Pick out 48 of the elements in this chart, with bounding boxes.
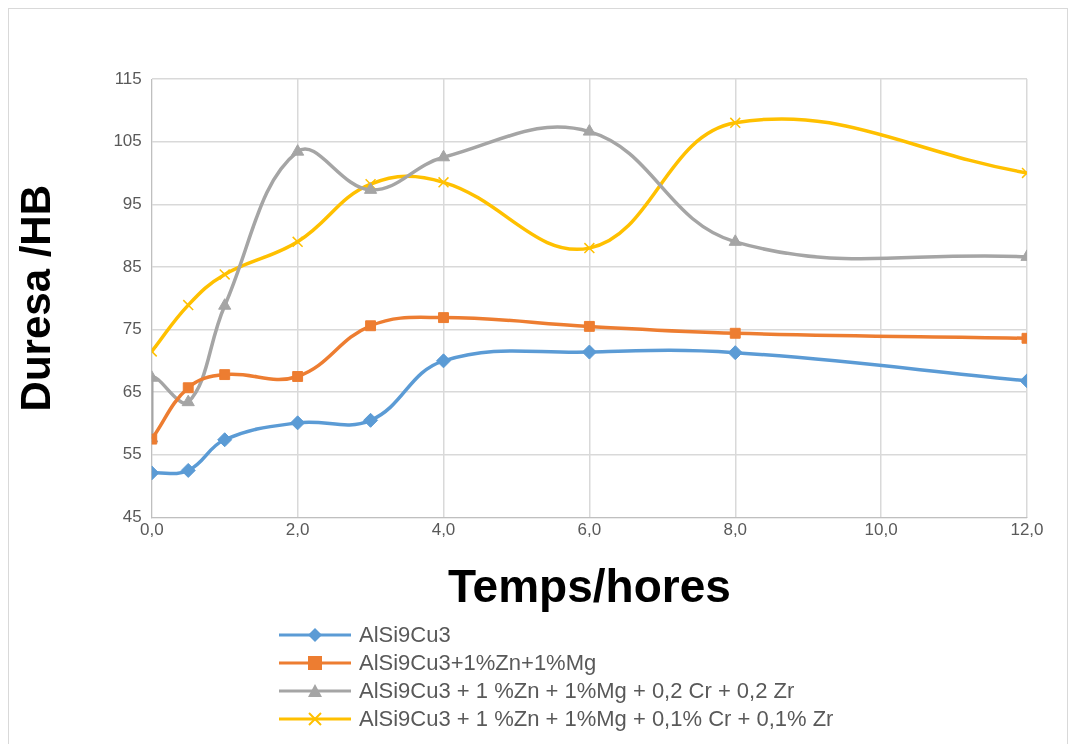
point <box>436 353 452 369</box>
point <box>581 344 597 360</box>
point <box>182 382 194 394</box>
legend-label: AlSi9Cu3+1%Zn+1%Mg <box>359 649 597 677</box>
point <box>364 178 377 190</box>
x-tick-label: 8,0 <box>723 520 748 540</box>
y-tick-label: 115 <box>114 68 142 88</box>
x-tick-label: 10,0 <box>864 520 898 540</box>
point <box>363 412 379 428</box>
x-tick-label: 12,0 <box>1010 520 1044 540</box>
point <box>365 320 377 332</box>
point <box>292 371 304 382</box>
point <box>218 298 232 310</box>
point <box>583 320 595 332</box>
point <box>291 236 304 248</box>
y-tick-label: 45 <box>122 507 142 527</box>
point <box>181 394 195 407</box>
point <box>728 234 742 246</box>
point <box>364 182 378 194</box>
point <box>727 345 743 361</box>
y-tick-label: 65 <box>122 381 142 401</box>
point <box>583 242 596 254</box>
y-tick-label: 105 <box>113 131 142 151</box>
y-tick-label: 85 <box>122 256 142 276</box>
point <box>219 268 231 281</box>
point <box>729 117 741 129</box>
y-tick-label: 95 <box>122 193 142 213</box>
x-tick-label: 0,0 <box>139 520 164 540</box>
legend-label: AlSi9Cu3 + 1 %Zn + 1%Mg + 0,2 Cr + 0,2 Zr <box>359 677 795 705</box>
x-tick-label: 6,0 <box>577 520 602 540</box>
y-axis-title: Duresa /HB <box>11 185 59 412</box>
point <box>219 369 231 381</box>
point <box>437 176 450 189</box>
point <box>180 462 196 478</box>
point <box>729 327 741 339</box>
point <box>291 144 305 156</box>
x-tick-label: 2,0 <box>285 520 310 540</box>
legend-label: AlSi9Cu3 + 1 %Zn + 1%Mg + 0,1% Cr + 0,1% Zr <box>359 705 834 733</box>
point <box>438 312 449 324</box>
legend-label: AlSi9Cu3 <box>359 621 451 649</box>
point <box>436 149 451 162</box>
x-tick-label: 4,0 <box>431 520 456 540</box>
point <box>582 124 596 136</box>
point <box>217 432 233 448</box>
point <box>290 415 306 431</box>
x-axis-title: Temps/hores <box>447 560 731 613</box>
y-tick-label: 75 <box>122 319 142 339</box>
y-tick-label: 55 <box>122 444 142 464</box>
